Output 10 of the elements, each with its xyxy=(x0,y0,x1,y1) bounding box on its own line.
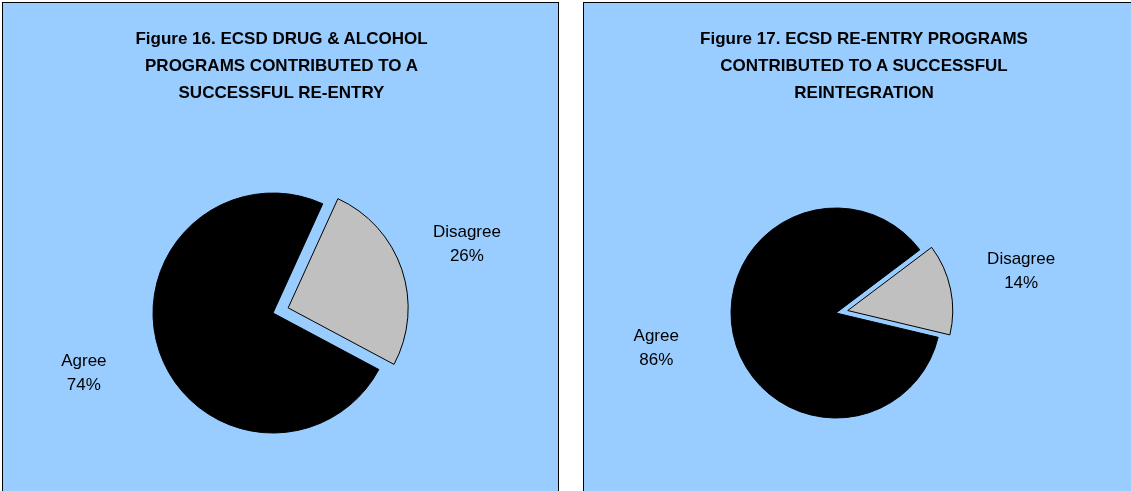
data-label: 86% xyxy=(639,349,674,369)
slice-label: Disagree xyxy=(432,221,501,241)
chart-title: Figure 17. ECSD RE-ENTRY PROGRAMS CONTRIBUTED TO A SUCCESSFUL REINTEGRATION xyxy=(699,28,1029,104)
slice-label: Agree xyxy=(61,351,107,371)
data-label: 26% xyxy=(449,245,484,265)
data-label: 14% xyxy=(1004,273,1039,293)
slice-label: Disagree xyxy=(987,249,1056,269)
slice-label: Agree xyxy=(633,325,679,345)
data-label: 74% xyxy=(66,375,101,395)
chart-title: Figure 16. ECSD DRUG & ALCOHOL PROGRAMS CONTRIBUTED TO A SUCCESSFUL RE-ENTRY xyxy=(134,28,429,104)
